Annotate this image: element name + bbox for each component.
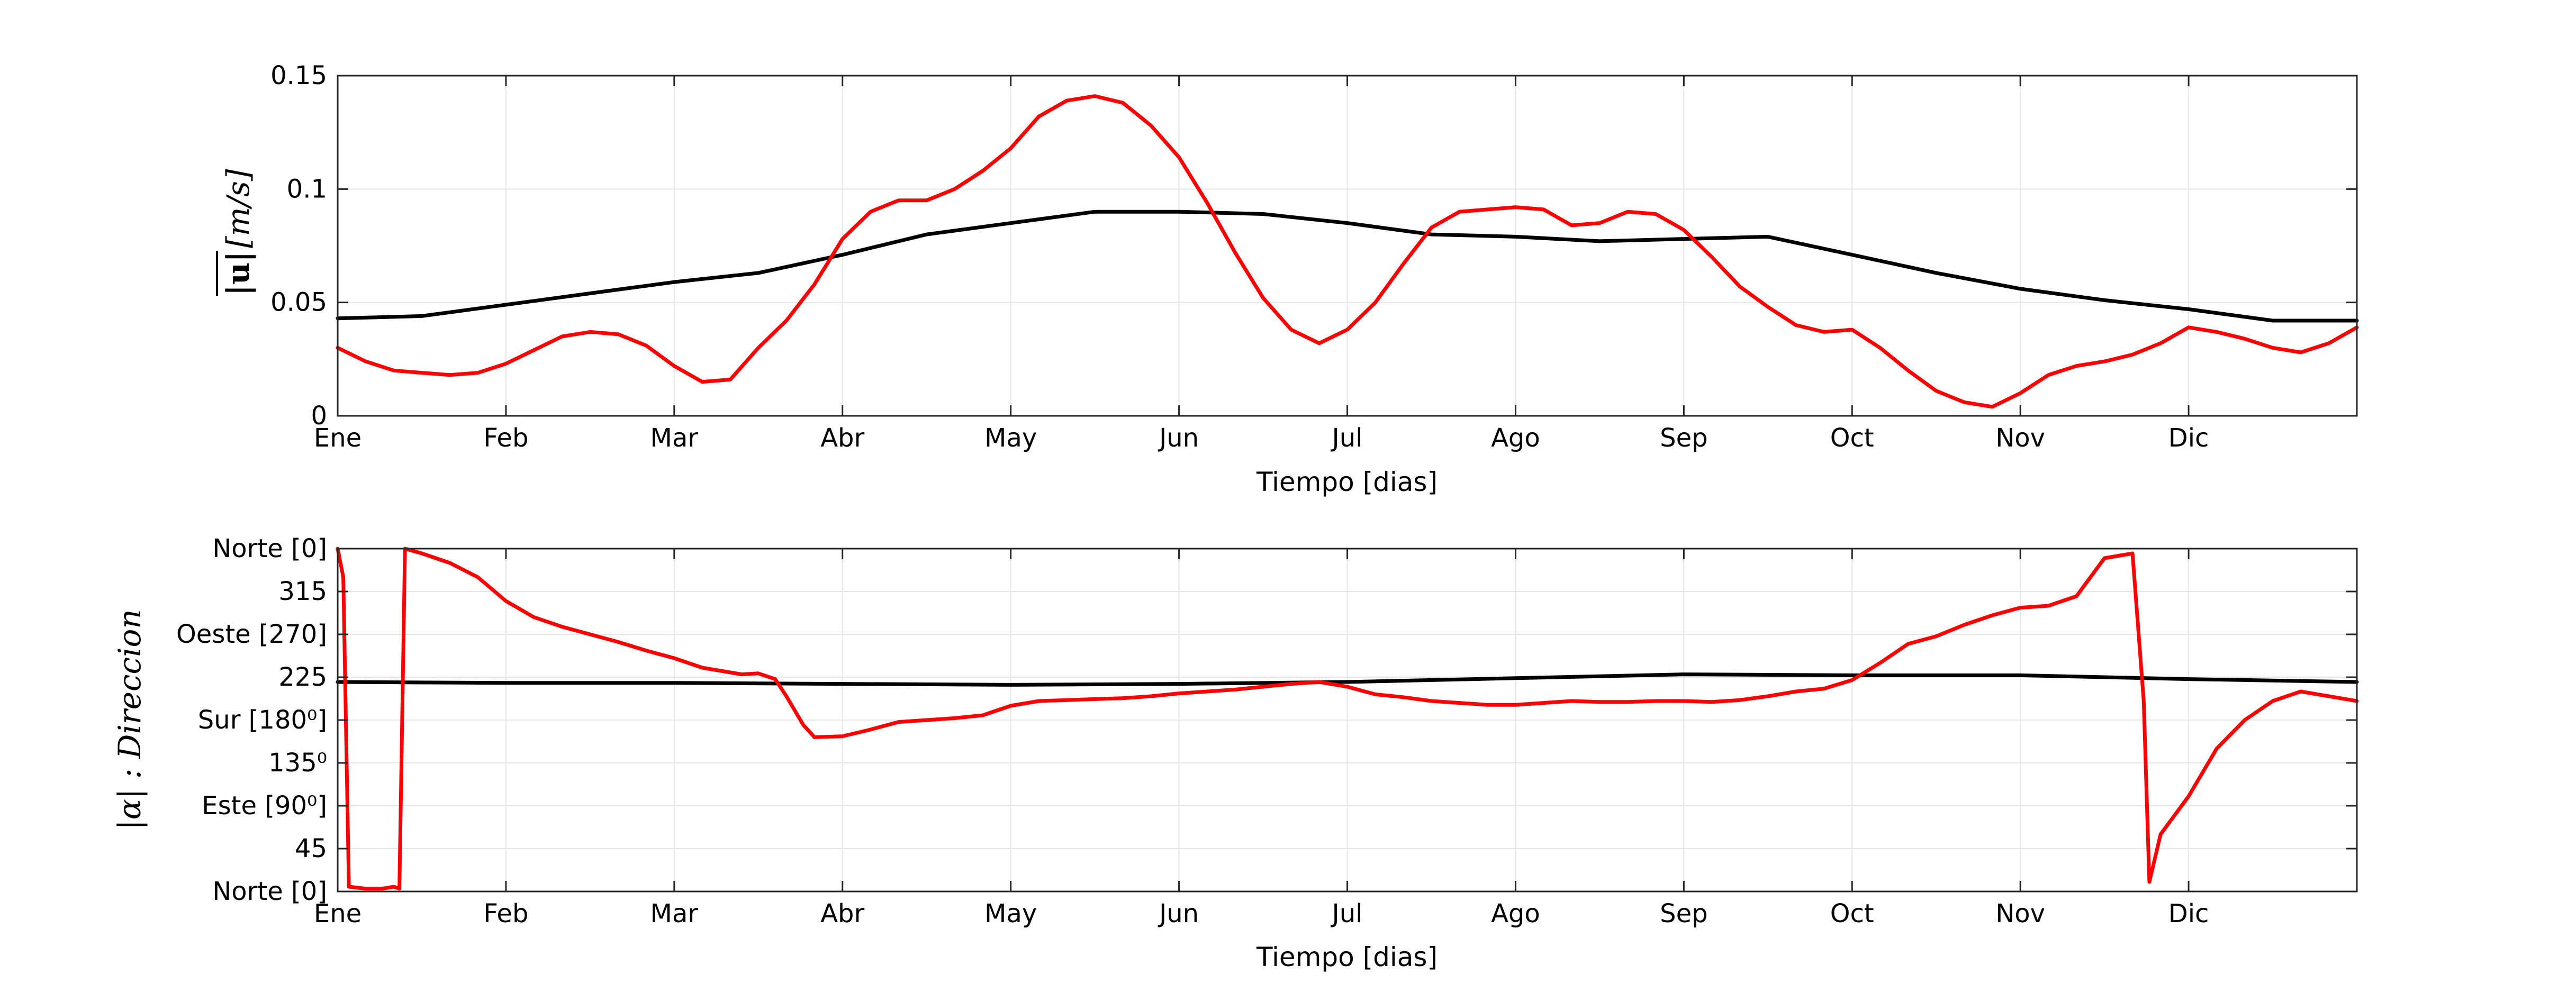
x-tick-label: Jun: [1158, 899, 1199, 929]
ticks-velocity: Ene Feb Mar Abr May Jun Jul Ago Sep Oct Nov Dic 0 0.0…: [270, 61, 2357, 453]
velocity-series-line-red: [336, 94, 2359, 409]
velocity-series-line-black: [336, 210, 2359, 323]
x-tick-label: Oct: [1830, 423, 1874, 453]
x-tick-label: Ago: [1491, 899, 1540, 929]
direction-series-line-black: [336, 672, 2359, 687]
x-tick-label: Jul: [1331, 423, 1363, 453]
x-tick-label: Nov: [1995, 899, 2045, 929]
y-tick-label: Norte [0]: [212, 534, 327, 563]
x-tick-label: Sep: [1660, 423, 1707, 453]
y-tick-label: Sur [180⁰]: [198, 705, 327, 735]
x-tick-label: Mar: [650, 899, 699, 929]
x-tick-label: Sep: [1660, 899, 1707, 929]
y-tick-label: Oeste [270]: [176, 620, 327, 649]
x-tick-label: May: [984, 899, 1037, 929]
svg-text:|α| : Direccion: |α| : Direccion: [112, 609, 148, 830]
direction-series-line-red: [336, 547, 2359, 891]
y-tick-label: 0: [311, 401, 327, 431]
y-axis-label-velocity: |u| [m/s]: [216, 169, 256, 296]
x-tick-label: Dic: [2168, 423, 2209, 453]
y-tick-label: 135⁰: [268, 748, 327, 778]
x-tick-label: Jun: [1158, 423, 1199, 453]
direction-chart: Ene Feb Mar Abr May Jun Jul Ago Sep Oct Nov Dic Nort…: [112, 534, 2359, 972]
svg-text:[m/s]: [m/s]: [220, 169, 256, 248]
series-velocity: [336, 94, 2359, 409]
x-tick-label: Feb: [483, 423, 528, 453]
x-axis-label-velocity: Tiempo [dias]: [1256, 467, 1438, 497]
y-tick-label: 45: [295, 834, 327, 863]
y-tick-label: 0.05: [270, 288, 327, 317]
x-tick-label: Dic: [2168, 899, 2209, 929]
svg-text:|u|: |u|: [220, 251, 256, 296]
y-tick-label: Norte [0]: [212, 877, 327, 906]
x-tick-label: May: [984, 423, 1037, 453]
y-tick-label: Este [90⁰]: [202, 791, 327, 821]
x-tick-label: Abr: [820, 899, 864, 929]
x-axis-label-direction: Tiempo [dias]: [1256, 942, 1438, 972]
x-tick-label: Feb: [483, 899, 528, 929]
y-tick-label: 225: [278, 662, 327, 692]
y-axis-label-direction: |α| : Direccion: [112, 609, 148, 830]
x-tick-label: Jul: [1331, 899, 1363, 929]
ticks-direction: Ene Feb Mar Abr May Jun Jul Ago Sep Oct Nov Dic Nort…: [176, 534, 2357, 929]
x-tick-label: Ene: [314, 423, 361, 453]
y-tick-label: 0.15: [270, 61, 327, 90]
x-tick-label: Nov: [1995, 423, 2045, 453]
y-tick-label: 315: [278, 577, 327, 606]
x-tick-label: Oct: [1830, 899, 1874, 929]
x-tick-label: Abr: [820, 423, 864, 453]
x-tick-label: Ene: [314, 899, 361, 929]
y-tick-label: 0.1: [287, 174, 327, 204]
series-direction: [336, 547, 2359, 891]
x-tick-label: Mar: [650, 423, 699, 453]
velocity-chart: Ene Feb Mar Abr May Jun Jul Ago Sep Oct Nov Dic 0 0.0…: [216, 61, 2359, 497]
x-tick-label: Ago: [1491, 423, 1540, 453]
